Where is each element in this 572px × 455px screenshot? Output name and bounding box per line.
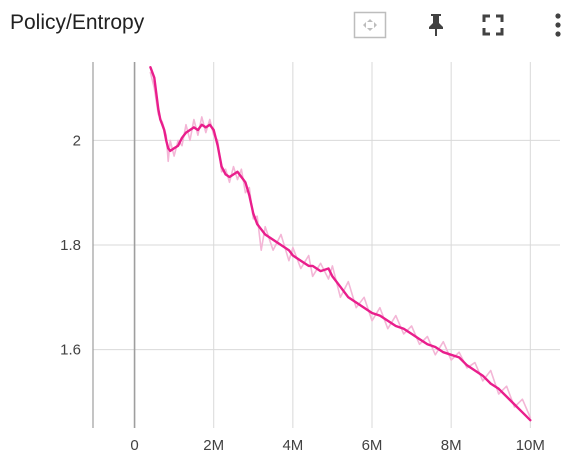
x-tick-label: 2M <box>203 437 224 454</box>
fullscreen-icon <box>482 14 504 36</box>
chart: 0 2M 4M 6M 8M 10M 1.6 1.8 2 <box>60 62 560 454</box>
y-tick-label: 2 <box>73 132 81 149</box>
axes <box>92 62 136 428</box>
x-tick-label: 8M <box>441 437 462 454</box>
card-header: Policy/Entropy <box>0 0 572 50</box>
fullscreen-button[interactable] <box>476 8 510 42</box>
smoothed-series-line <box>149 66 532 422</box>
grid <box>93 62 560 428</box>
series-group <box>149 66 532 422</box>
more-options-button[interactable] <box>548 8 568 42</box>
fit-domain-button[interactable] <box>353 8 387 42</box>
x-tick-label: 6M <box>362 437 383 454</box>
y-tick-label: 1.6 <box>60 342 81 359</box>
x-tick-label: 0 <box>130 437 138 454</box>
y-tick-label: 1.8 <box>60 237 81 254</box>
fit-domain-icon <box>353 11 387 39</box>
tick-labels: 0 2M 4M 6M 8M 10M 1.6 1.8 2 <box>60 132 545 454</box>
more-vert-icon <box>555 13 561 37</box>
x-tick-label: 10M <box>516 437 545 454</box>
chart-title: Policy/Entropy <box>10 11 145 34</box>
pin-icon <box>429 14 443 36</box>
x-tick-label: 4M <box>282 437 303 454</box>
pin-button[interactable] <box>419 8 453 42</box>
